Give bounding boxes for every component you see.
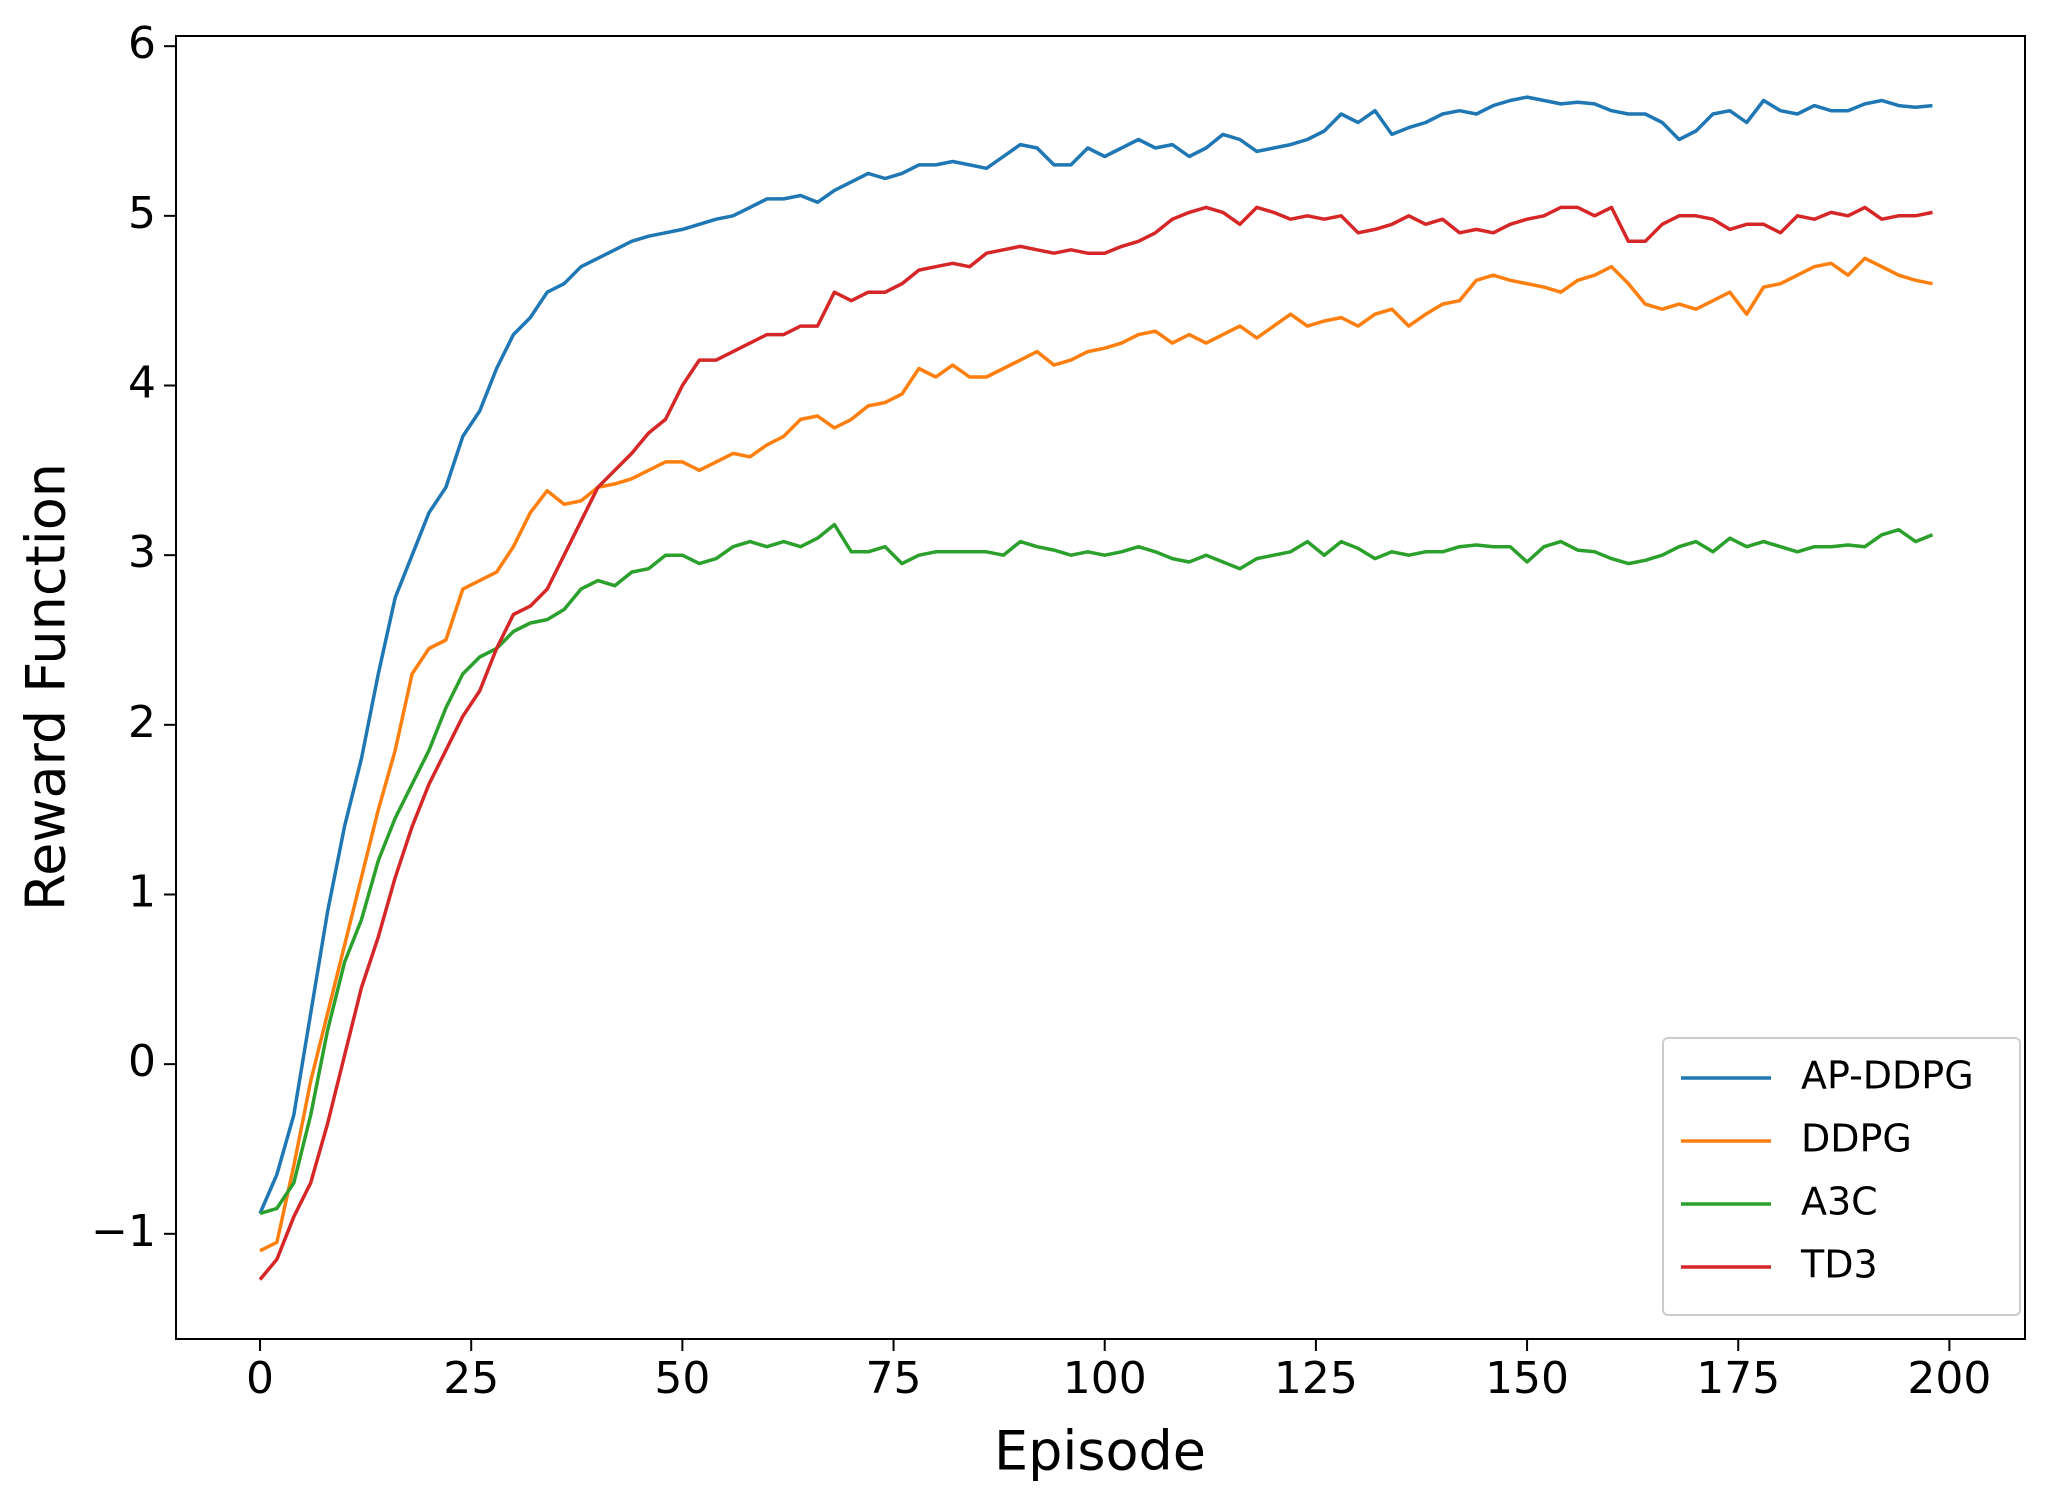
legend-label: AP-DDPG [1801, 1054, 1974, 1098]
data-line [258, 205, 1933, 1281]
plot-frame [175, 35, 2026, 1340]
x-tick-label: 175 [1696, 1353, 1780, 1404]
y-axis-label: Reward Function [15, 463, 78, 911]
y-tick-label: 6 [128, 18, 156, 69]
y-tick-label: −1 [91, 1206, 156, 1257]
x-axis-label: Episode [994, 1420, 1206, 1483]
x-tick-label: 100 [1063, 1353, 1147, 1404]
x-tick-label: 25 [443, 1353, 499, 1404]
legend: AP-DDPG DDPG A3C TD3 [1662, 1037, 2021, 1316]
x-tick-label: 125 [1274, 1353, 1358, 1404]
y-tick-label: 1 [128, 866, 156, 917]
y-tick-label: 3 [128, 527, 156, 578]
x-tick-label: 200 [1907, 1353, 1991, 1404]
y-tick-label: 2 [128, 697, 156, 748]
x-tick-label: 0 [246, 1353, 274, 1404]
data-line [258, 95, 1933, 1215]
legend-label: A3C [1801, 1180, 1878, 1224]
x-tick-label: 150 [1485, 1353, 1569, 1404]
legend-frame [1662, 1037, 2021, 1316]
x-tick-label: 50 [654, 1353, 710, 1404]
y-tick-label: 4 [128, 358, 156, 409]
legend-label: DDPG [1801, 1117, 1912, 1161]
y-tick-label: 5 [128, 188, 156, 239]
y-tick-label: 0 [128, 1036, 156, 1087]
data-line [259, 256, 1933, 1253]
data-line [259, 522, 1934, 1216]
x-tick-label: 75 [866, 1353, 922, 1404]
legend-label: TD3 [1800, 1243, 1878, 1287]
